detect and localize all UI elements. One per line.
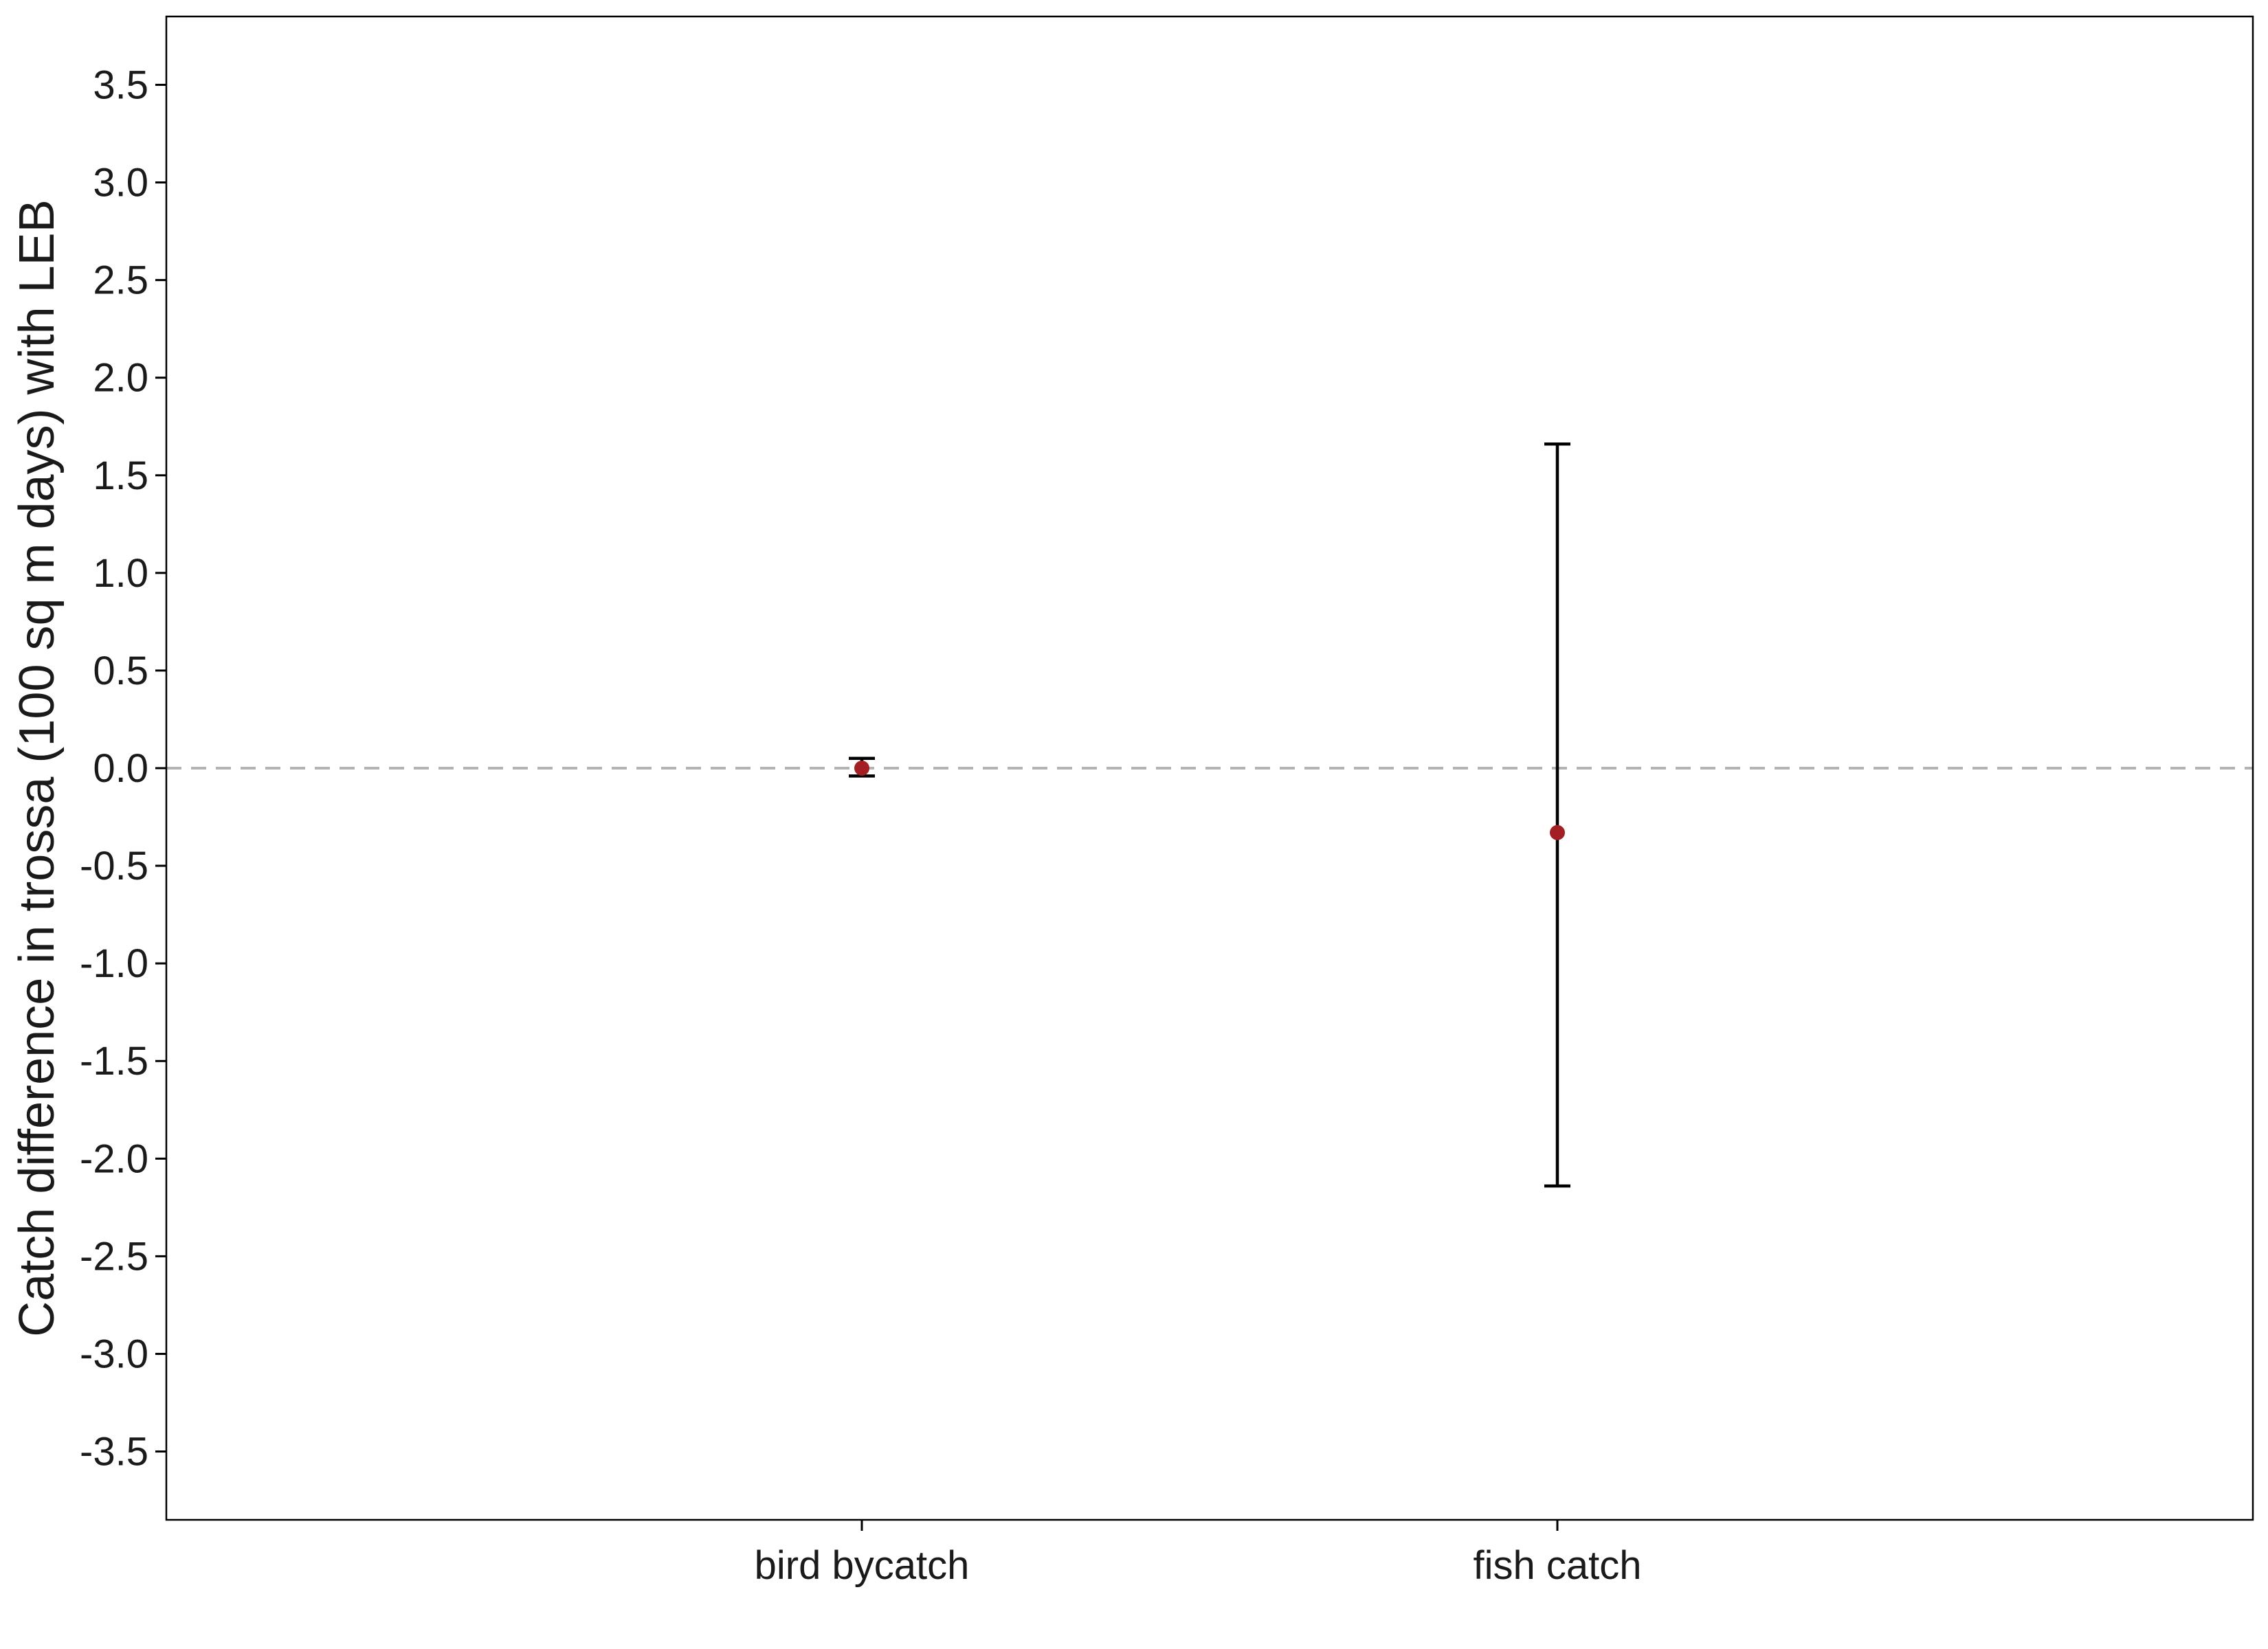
y-tick-label: -1.5 [80,1039,148,1084]
x-tick-label: fish catch [1474,1543,1642,1588]
y-tick-label: 2.5 [93,258,148,303]
y-tick-label: 2.0 [93,356,148,401]
y-tick-label: -3.0 [80,1332,148,1376]
plot-panel-border [165,15,2254,1521]
point-estimate [1550,824,1565,840]
y-tick-label: -2.0 [80,1136,148,1181]
errorbar-bird-bycatch [849,756,875,778]
y-tick-label: -3.5 [80,1430,148,1474]
y-tick-label: 3.5 [93,63,148,107]
y-tick-label: 0.5 [93,649,148,693]
data-marks [849,442,1570,1188]
y-tick-label: 0.0 [93,746,148,791]
errorbar-fish-catch [1544,442,1570,1188]
y-tick-label: 1.5 [93,453,148,498]
y-tick-label: 3.0 [93,161,148,205]
y-tick-label: -0.5 [80,844,148,888]
y-axis-title: Catch difference in trossa (100 sq m day… [10,199,65,1336]
y-tick-label: -2.5 [80,1234,148,1279]
x-tick-label: bird bycatch [755,1543,970,1588]
x-axis: bird bycatch fish catch [755,1520,1642,1588]
y-tick-label: 1.0 [93,551,148,596]
y-tick-label: -1.0 [80,941,148,986]
point-estimate [854,761,869,776]
y-axis: -3.5 -3.0 -2.5 -2.0 -1.5 -1.0 -0.5 0.0 0.5 1.0 1.5… [80,63,166,1474]
